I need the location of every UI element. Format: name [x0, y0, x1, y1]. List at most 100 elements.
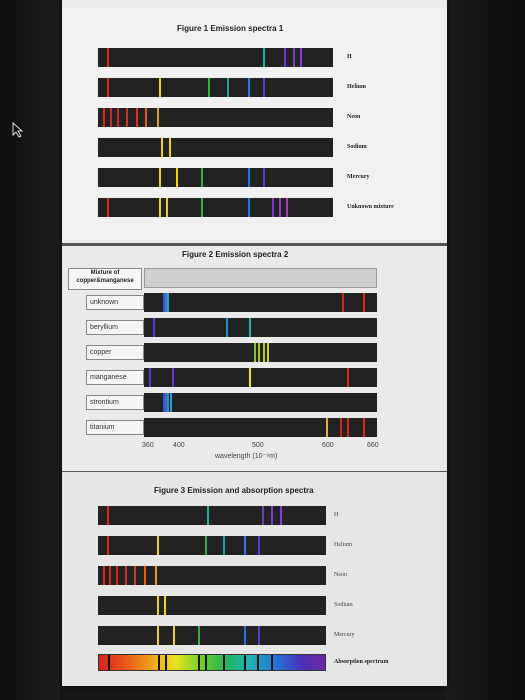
element-label-box: titanium	[86, 420, 144, 435]
spectral-line	[166, 198, 169, 217]
spectral-line	[109, 108, 112, 127]
spectral-line	[167, 293, 170, 312]
spectrum-band-fig3	[98, 536, 326, 555]
element-label-box: beryllium	[86, 320, 144, 335]
spectral-line	[271, 198, 274, 217]
spectral-line	[201, 198, 204, 217]
spectral-line	[262, 78, 265, 97]
spectral-line	[162, 293, 165, 312]
element-label: Neon	[334, 572, 347, 578]
spectral-line	[280, 506, 283, 525]
absorption-line	[108, 655, 111, 670]
spectral-line	[162, 393, 165, 412]
spectral-line	[159, 168, 162, 187]
spectrum-band-fig3	[98, 506, 326, 525]
spectral-line	[116, 108, 119, 127]
element-label: H	[334, 512, 339, 518]
spectrum-band-fig1	[98, 168, 333, 187]
element-label: unknown	[90, 299, 119, 306]
spectral-line	[257, 626, 260, 645]
element-label-box: strontium	[86, 395, 144, 410]
spectrum-band-fig2	[144, 293, 377, 312]
spectral-line	[155, 566, 157, 585]
element-label: Helium	[334, 542, 352, 548]
absorption-line	[257, 655, 260, 670]
absorption-line	[223, 655, 226, 670]
spectral-line	[148, 368, 151, 387]
figure-3-title: Figure 3 Emission and absorption spectra	[154, 486, 314, 495]
element-label: manganese	[90, 374, 127, 381]
spectrum-band-fig2	[144, 393, 377, 412]
element-label-box: unknown	[86, 295, 144, 310]
spectral-line	[207, 506, 210, 525]
spectral-line	[253, 343, 256, 362]
spectral-line	[157, 536, 160, 555]
spectral-line	[257, 536, 260, 555]
spectrum-band-fig3	[98, 596, 326, 615]
spectral-line	[168, 138, 171, 157]
spectral-line	[159, 78, 162, 97]
spectral-line	[286, 198, 288, 217]
spectral-line	[223, 536, 226, 555]
absorption-spectrum-band	[98, 654, 326, 671]
spectral-line	[107, 198, 110, 217]
spectral-line	[167, 393, 170, 412]
spectral-line	[262, 343, 265, 362]
tick-label: 360	[142, 442, 154, 449]
spectral-line	[126, 108, 129, 127]
figure-2-title: Figure 2 Emission spectra 2	[182, 250, 289, 259]
element-label: H	[347, 54, 352, 60]
tick-label: 500	[252, 442, 264, 449]
spectral-line	[102, 566, 105, 585]
spectral-line	[134, 566, 137, 585]
absorption-label: Absorption spectrum	[334, 659, 389, 665]
absorption-line	[270, 655, 273, 670]
mixture-spectrum-band	[144, 268, 377, 288]
element-label-box: copper	[86, 345, 144, 360]
spectral-line	[164, 596, 167, 615]
photo-background-left	[0, 0, 60, 700]
element-label: Neon	[347, 114, 361, 120]
spectral-line	[243, 536, 246, 555]
spectral-line	[262, 506, 265, 525]
spectral-line	[293, 48, 296, 67]
spectral-line	[107, 536, 110, 555]
spectral-line	[248, 318, 251, 337]
spectral-line	[102, 108, 105, 127]
spectral-line	[262, 48, 265, 67]
absorption-line	[243, 655, 246, 670]
spectrum-band-fig2	[144, 368, 377, 387]
mixture-label: Mixture of copper&manganese	[76, 270, 134, 284]
spectral-line	[262, 168, 265, 187]
tick-label: 660	[367, 442, 379, 449]
spectral-line	[125, 566, 128, 585]
spectrum-band-fig3	[98, 566, 326, 585]
spectral-line	[107, 506, 110, 525]
spectral-line	[248, 198, 251, 217]
spectral-line	[173, 626, 176, 645]
spectral-line	[175, 168, 178, 187]
mixture-label-box: Mixture of copper&manganese	[68, 268, 142, 290]
spectral-line	[243, 626, 246, 645]
spectral-line	[363, 418, 366, 437]
spectrum-band-fig1	[98, 138, 333, 157]
spectral-line	[267, 343, 270, 362]
spectral-line	[248, 78, 251, 97]
figure-2-panel: Figure 2 Emission spectra 2 Mixture of c…	[62, 243, 447, 474]
x-axis-title: wavelength (10⁻⁹m)	[215, 453, 278, 460]
spectral-line	[145, 108, 147, 127]
element-label: titanium	[90, 424, 115, 431]
element-label: Sodium	[334, 602, 353, 608]
element-label: Unknown mixture	[347, 204, 394, 210]
element-label: strontium	[90, 399, 119, 406]
spectral-line	[109, 566, 112, 585]
element-label: Mercury	[347, 174, 370, 180]
figure-1-title: Figure 1 Emission spectra 1	[177, 24, 284, 33]
spectrum-band-fig1	[98, 48, 333, 67]
spectrum-band-fig1	[98, 108, 333, 127]
spectral-line	[116, 566, 119, 585]
spectral-line	[346, 418, 349, 437]
tick-label: 400	[173, 442, 185, 449]
spectral-line	[164, 293, 167, 312]
absorption-line	[164, 655, 167, 670]
